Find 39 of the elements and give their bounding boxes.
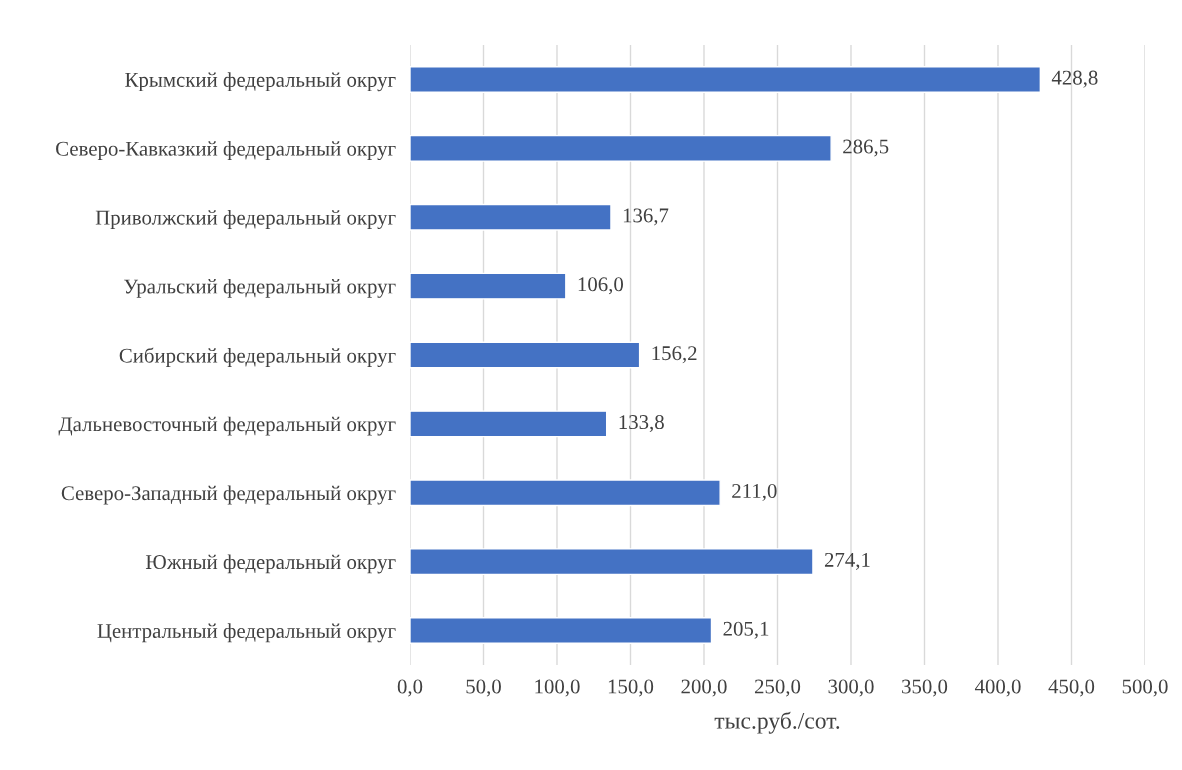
data-label: 428,8 <box>1051 70 1098 88</box>
x-tick-label: 400,0 <box>974 679 1021 697</box>
y-tick-label: Уральский федеральный округ <box>124 278 396 298</box>
data-label: 133,8 <box>619 415 664 433</box>
x-tick-label: 50,0 <box>466 679 501 697</box>
y-tick-label: Сибирский федеральный округ <box>119 347 396 367</box>
x-tick-label: 300,0 <box>828 679 874 697</box>
bar <box>410 134 832 162</box>
data-label: 286,5 <box>843 139 889 157</box>
x-tick-label: 0,0 <box>397 679 423 697</box>
x-tick-label: 200,0 <box>681 679 727 697</box>
bar <box>410 203 612 231</box>
y-tick-label: Северо-Западный федеральный округ <box>61 485 396 505</box>
y-tick-label: Северо-Кавказкий федеральный округ <box>56 141 396 161</box>
x-axis-title: тыс.руб./сот. <box>714 711 840 734</box>
x-tick-label: 100,0 <box>535 679 580 697</box>
bar <box>410 410 608 438</box>
bar <box>410 548 814 576</box>
y-tick-label: Южный федеральный округ <box>145 554 396 574</box>
data-label: 156,2 <box>652 346 697 364</box>
bar <box>410 272 567 300</box>
data-label: 274,1 <box>824 552 870 570</box>
x-tick-label: 150,0 <box>608 679 654 697</box>
bar <box>410 66 1042 93</box>
y-tick-label: Крымский федеральный округ <box>125 72 396 92</box>
data-label: 106,0 <box>578 277 624 295</box>
y-tick-label: Центральный федеральный округ <box>97 623 396 643</box>
data-label: 205,1 <box>723 621 769 639</box>
bar <box>410 341 641 369</box>
bar <box>410 617 713 644</box>
data-label: 136,7 <box>623 208 669 226</box>
x-tick-label: 250,0 <box>754 679 801 697</box>
y-tick-label: Дальневосточный федеральный округ <box>58 416 396 436</box>
data-label: 211,0 <box>732 483 777 501</box>
x-tick-label: 500,0 <box>1122 679 1168 697</box>
bar <box>410 479 721 507</box>
x-tick-label: 350,0 <box>902 679 948 697</box>
x-tick-label: 450,0 <box>1048 679 1095 697</box>
y-tick-label: Приволжский федеральный округ <box>95 209 396 229</box>
